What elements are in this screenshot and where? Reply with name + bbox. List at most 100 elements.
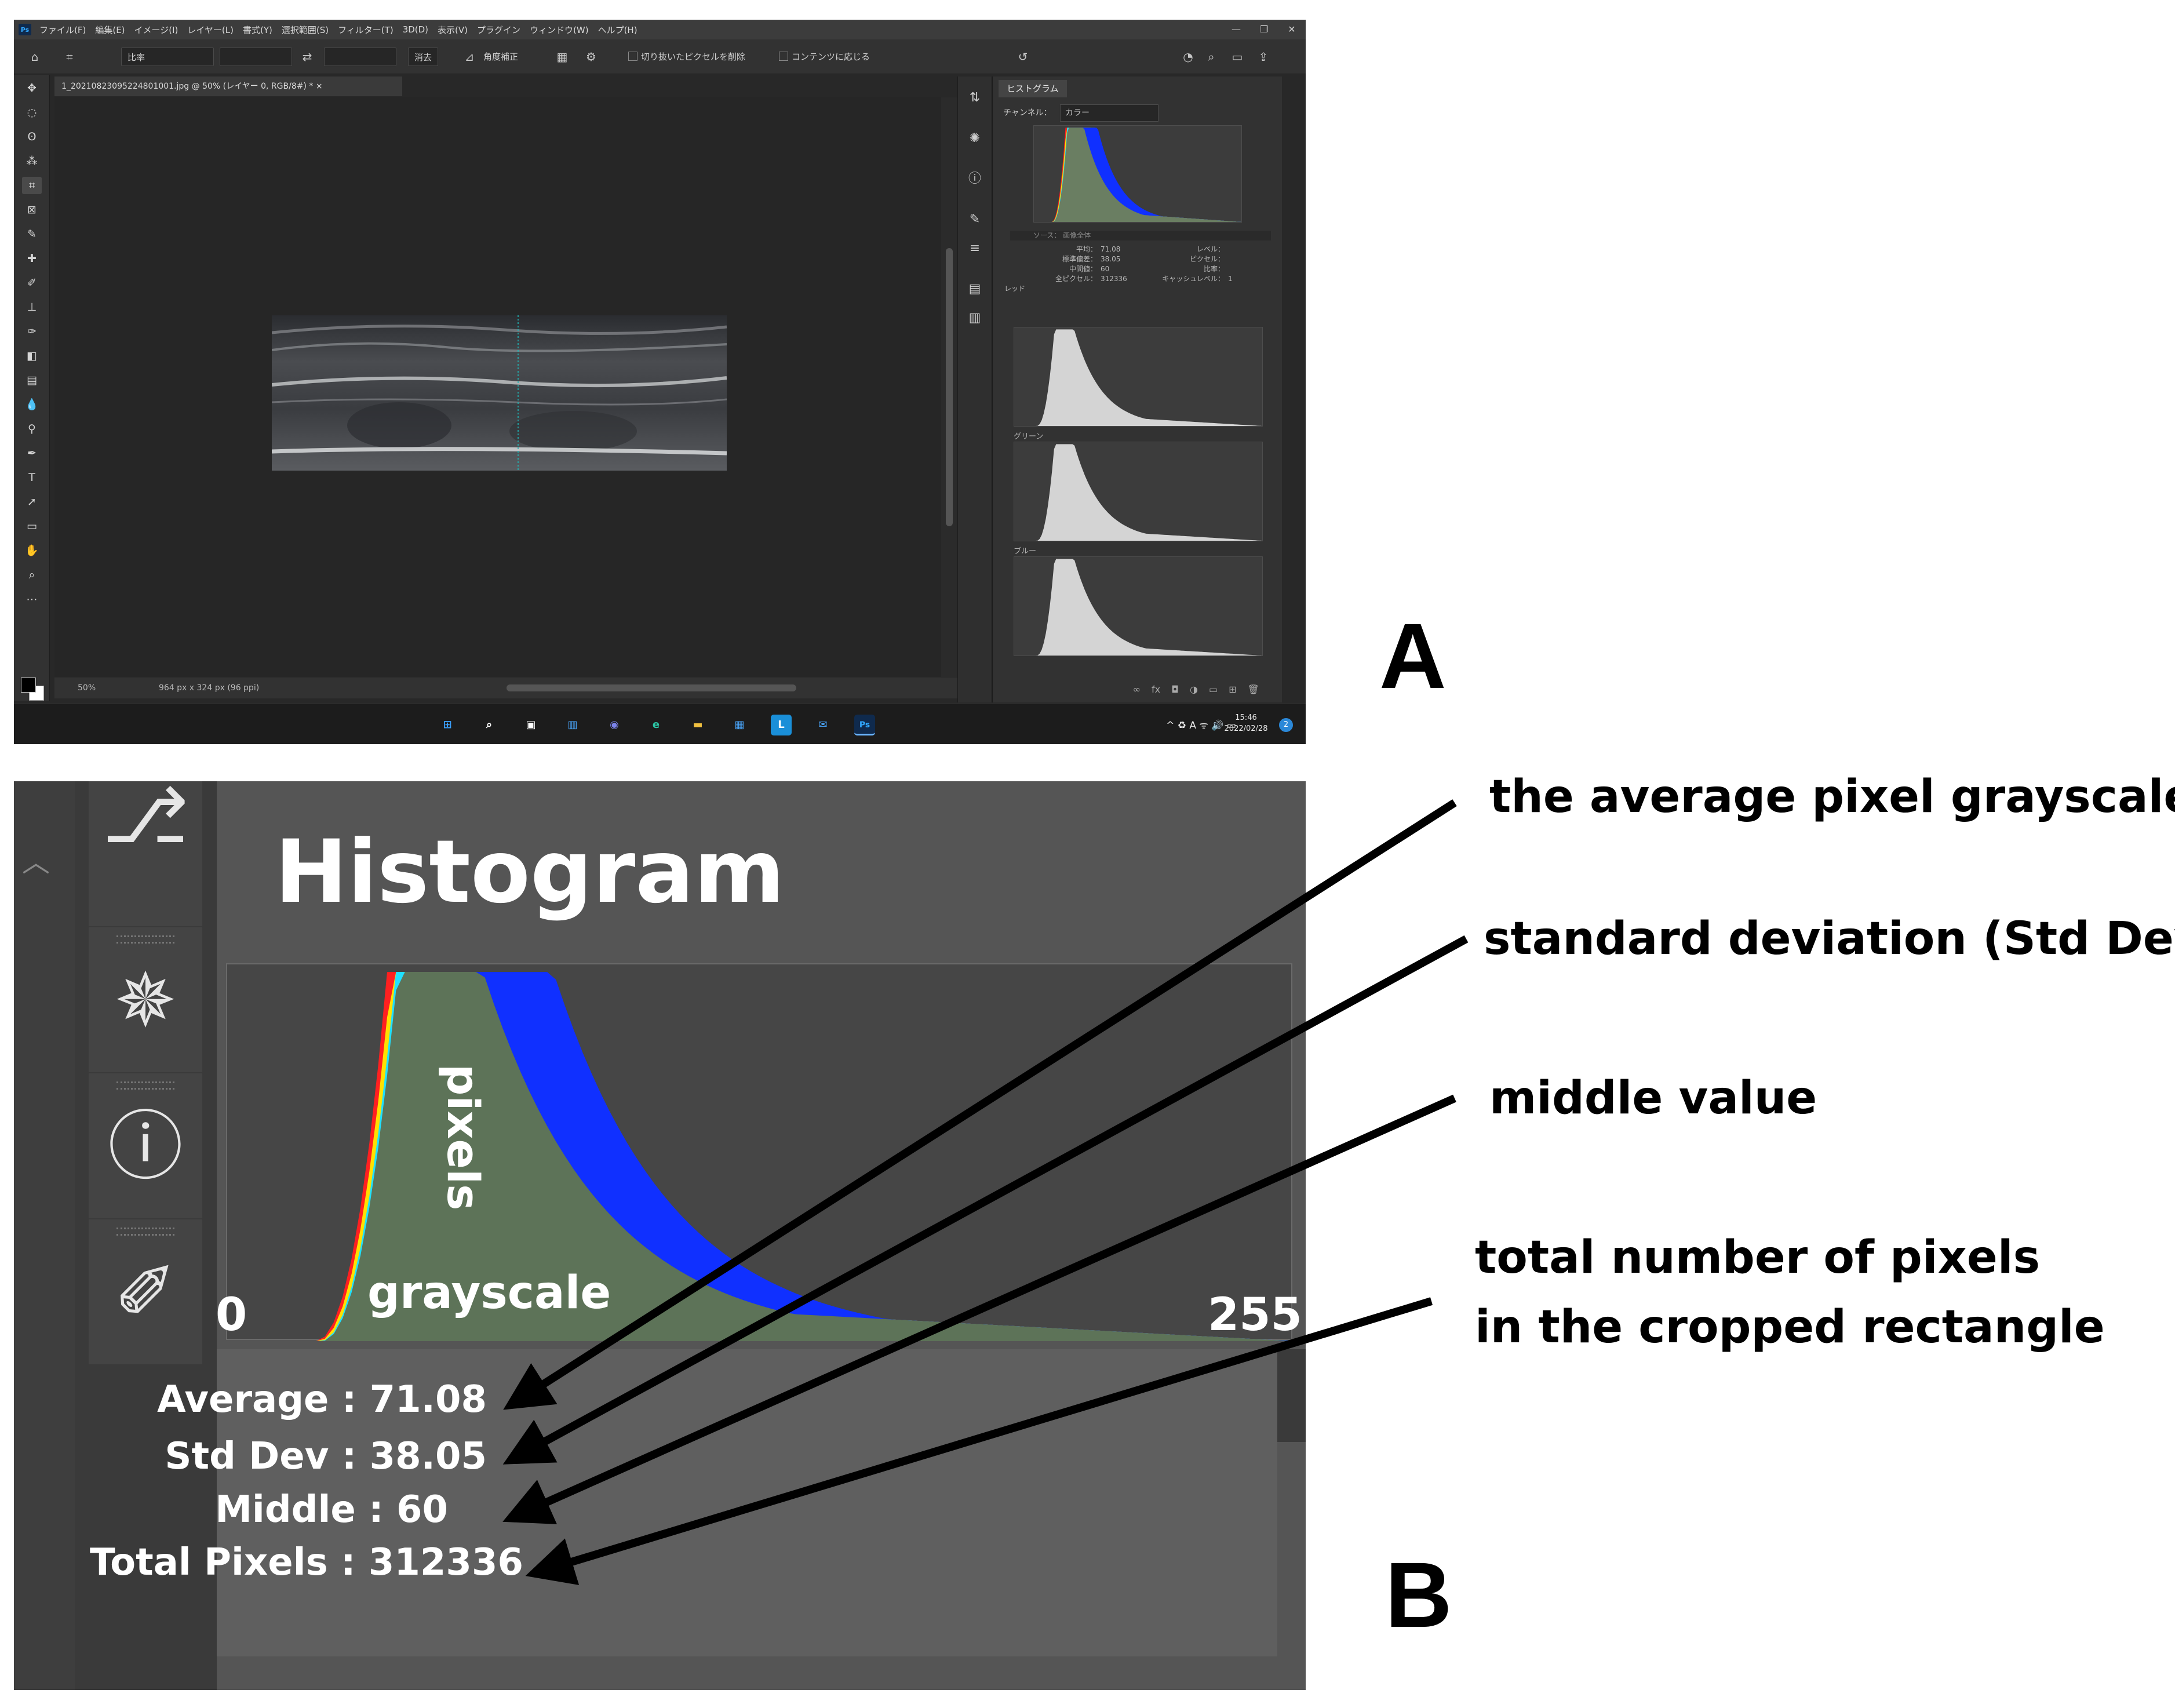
edge-icon[interactable]: e — [652, 719, 660, 731]
type-tool-icon[interactable]: T — [28, 471, 35, 484]
quick-select-tool-icon[interactable]: ⁂ — [26, 155, 38, 167]
straighten-icon[interactable]: ⊿ — [464, 50, 475, 64]
blur-tool-icon[interactable]: 💧 — [25, 398, 39, 411]
properties-icon[interactable]: ▥ — [968, 311, 981, 325]
brush-settings-panel-button[interactable]: ✐ — [89, 1219, 202, 1364]
file-explorer-icon[interactable]: ▬ — [693, 719, 703, 731]
stamp-tool-icon[interactable]: ⊥ — [27, 301, 37, 314]
hand-tool-icon[interactable]: ✋ — [25, 544, 39, 557]
ratio-select[interactable]: 比率 — [121, 48, 214, 66]
document-tab[interactable]: 1_20210823095224801001.jpg @ 50% (レイヤー 0… — [54, 77, 402, 96]
straighten-button[interactable]: 角度補正 — [483, 52, 519, 62]
zoom-level[interactable]: 50% — [78, 683, 96, 693]
lasso-tool-icon[interactable]: ʘ — [27, 130, 37, 143]
gear-icon[interactable]: ⚙ — [586, 50, 596, 64]
height-field[interactable] — [324, 48, 396, 66]
delete-cropped-pixels-checkbox[interactable]: 切り抜いたピクセルを削除 — [628, 48, 745, 66]
brush-tool-icon[interactable]: ✐ — [27, 276, 37, 289]
histogram-green — [1014, 442, 1263, 541]
menu-select[interactable]: 選択範囲(S) — [281, 24, 329, 35]
info-icon[interactable]: ⓘ — [968, 172, 981, 186]
horizontal-scrollbar[interactable] — [507, 684, 796, 691]
rectangle-tool-icon[interactable]: ▭ — [27, 520, 37, 533]
menu-type[interactable]: 書式(Y) — [243, 24, 272, 35]
share-icon[interactable]: ⇪ — [1258, 50, 1269, 64]
content-aware-checkbox[interactable]: コンテンツに応じる — [779, 48, 870, 66]
grip-handle[interactable] — [116, 1228, 174, 1236]
histogram-panel: ヒストグラム チャンネル： カラー ソース： 画像全体 平均： 標準偏差： 中間… — [992, 77, 1282, 702]
restore-button[interactable]: ❐ — [1259, 24, 1269, 35]
crop-tool-icon[interactable]: ⌗ — [22, 177, 42, 194]
crop-tool-icon[interactable]: ⌗ — [66, 50, 73, 64]
tab-histogram[interactable]: ヒストグラム — [999, 80, 1067, 97]
clear-button[interactable]: 消去 — [408, 48, 439, 66]
eraser-tool-icon[interactable]: ◧ — [27, 349, 37, 362]
adjustments-icon[interactable]: ≡ — [969, 241, 981, 256]
menu-file[interactable]: ファイル(F) — [39, 24, 86, 35]
clock-date: 2022/02/28 — [1224, 724, 1268, 733]
line-icon[interactable]: L — [771, 715, 792, 735]
mean-value: 71.08 — [1101, 245, 1121, 253]
menu-layer[interactable]: レイヤー(L) — [187, 24, 234, 35]
zoom-tool-icon[interactable]: ⌕ — [28, 569, 35, 581]
menu-view[interactable]: 表示(V) — [438, 24, 468, 35]
channel-select[interactable]: カラー — [1060, 104, 1159, 122]
grip-handle[interactable] — [116, 935, 174, 944]
reset-icon[interactable]: ↺ — [1018, 50, 1028, 64]
photoshop-taskbar-icon[interactable]: Ps — [854, 715, 875, 735]
chevron-up-icon[interactable]: ︿ — [22, 846, 50, 879]
menu-help[interactable]: ヘルプ(H) — [598, 24, 637, 35]
gradient-tool-icon[interactable]: ▤ — [27, 374, 37, 387]
brush-settings-icon: ✐ — [114, 1248, 177, 1336]
ship-wheel-icon[interactable]: ✺ — [969, 131, 981, 145]
vertical-scrollbar[interactable] — [941, 97, 957, 677]
std-dev-label: 標準偏差： — [1062, 255, 1097, 263]
account-icon[interactable]: ◔ — [1183, 50, 1193, 64]
grid-overlay-icon[interactable]: ▦ — [556, 50, 568, 64]
system-tray[interactable]: ^ ♻ A ᯤ 🔊 ▭ — [1166, 720, 1236, 731]
teams-icon[interactable]: ◉ — [610, 719, 619, 731]
swap-icon[interactable]: ⇄ — [302, 50, 312, 64]
search-icon[interactable]: ⌕ — [486, 719, 493, 731]
menu-plugins[interactable]: プラグイン — [477, 24, 521, 35]
dodge-tool-icon[interactable]: ⚲ — [28, 423, 36, 435]
home-icon[interactable]: ⌂ — [31, 50, 39, 64]
width-field[interactable] — [220, 48, 292, 66]
menu-filter[interactable]: フィルター(T) — [338, 24, 394, 35]
grip-handle[interactable] — [116, 1081, 174, 1090]
frame-tool-icon[interactable]: ⊠ — [27, 203, 37, 216]
close-button[interactable]: ✕ — [1288, 24, 1296, 35]
clock[interactable]: 15:46 2022/02/28 — [1220, 712, 1272, 734]
menu-3d[interactable]: 3D(D) — [402, 24, 429, 35]
menu-edit[interactable]: 編集(E) — [95, 24, 125, 35]
blue-channel-label: ブルー — [1014, 547, 1037, 556]
layers-icon[interactable]: ▤ — [968, 282, 981, 296]
notification-badge[interactable]: 2 — [1279, 718, 1293, 732]
search-icon[interactable]: ⌕ — [1208, 50, 1215, 64]
move-tool-icon[interactable]: ✥ — [27, 82, 37, 94]
eyedropper-tool-icon[interactable]: ✎ — [27, 228, 37, 241]
history-panel-button[interactable]: ⎇ — [89, 781, 202, 926]
healing-tool-icon[interactable]: ✚ — [27, 252, 37, 265]
start-icon[interactable]: ⊞ — [443, 719, 452, 731]
annotation-total-pixels-line1: total number of pixels — [1475, 1232, 2040, 1284]
marquee-tool-icon[interactable]: ◌ — [27, 106, 37, 119]
pen-tool-icon[interactable]: ✒ — [27, 447, 37, 460]
foreground-color-swatch[interactable] — [21, 678, 36, 693]
menu-image[interactable]: イメージ(I) — [134, 24, 178, 35]
navigator-panel-button[interactable]: ✵ — [89, 927, 202, 1072]
panel-footer-icons[interactable]: ∞ fx ◘ ◑ ▭ ⊞ 🗑 — [1132, 684, 1259, 695]
history-icon[interactable]: ⇅ — [969, 90, 981, 105]
menu-window[interactable]: ウィンドウ(W) — [530, 24, 589, 35]
brush-settings-icon[interactable]: ✎ — [969, 212, 981, 227]
path-select-tool-icon[interactable]: ➚ — [27, 496, 37, 508]
mail-icon[interactable]: ✉ — [818, 719, 828, 731]
history-brush-tool-icon[interactable]: ✑ — [27, 325, 37, 338]
more-tools-icon[interactable]: ⋯ — [26, 593, 38, 606]
info-panel-button[interactable]: ⓘ — [89, 1073, 202, 1218]
store-icon[interactable]: ▦ — [734, 719, 745, 731]
task-view-icon[interactable]: ▣ — [526, 719, 536, 731]
workspace-icon[interactable]: ▭ — [1232, 50, 1243, 64]
minimize-button[interactable]: — — [1232, 24, 1241, 35]
widgets-icon[interactable]: ▥ — [567, 719, 578, 731]
